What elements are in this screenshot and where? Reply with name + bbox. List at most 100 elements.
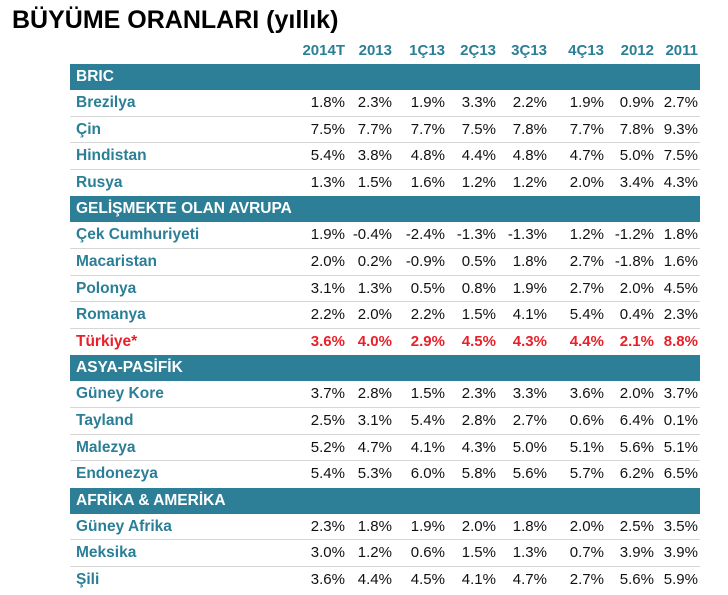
- growth-value: 2.0%: [569, 517, 604, 535]
- column-header: 1Ç13: [409, 42, 445, 59]
- growth-value: 1.5%: [461, 306, 496, 324]
- column-header: 2013: [358, 42, 392, 59]
- page-title: BÜYÜME ORANLARI (yıllık): [12, 6, 339, 34]
- growth-value: 3.4%: [619, 173, 654, 191]
- table-row: Romanya 2.2% 2.0% 2.2% 1.5% 4.1% 5.4% 0.4% 2.3%: [70, 302, 700, 329]
- table-row: Brezilya 1.8% 2.3% 1.9% 3.3% 2.2% 1.9% 0.9% 2.7%: [70, 90, 700, 117]
- growth-value: 5.6%: [619, 438, 654, 456]
- growth-value: 1.9%: [569, 94, 604, 111]
- growth-value: 2.0%: [357, 306, 392, 324]
- growth-value: 1.8%: [512, 517, 547, 535]
- growth-value: 0.5%: [461, 252, 496, 270]
- growth-value: 2.0%: [619, 385, 654, 403]
- growth-value: 3.9%: [619, 544, 654, 562]
- growth-value: 4.5%: [410, 570, 445, 588]
- growth-value: 1.9%: [310, 226, 345, 244]
- country-name: Brezilya: [76, 94, 136, 111]
- growth-value: 3.7%: [663, 385, 698, 403]
- growth-value: 5.4%: [569, 306, 604, 324]
- growth-value: 0.5%: [410, 279, 445, 297]
- growth-value: 5.1%: [663, 438, 698, 456]
- growth-value: 2.5%: [310, 411, 345, 429]
- growth-value: 3.9%: [663, 544, 698, 562]
- table-row: Tayland 2.5% 3.1% 5.4% 2.8% 2.7% 0.6% 6.4% 0.1%: [70, 408, 700, 435]
- country-name: Romanya: [76, 306, 146, 324]
- growth-value: 1.6%: [410, 173, 445, 191]
- growth-value: 1.3%: [357, 279, 392, 297]
- table-row: Hindistan 5.4% 3.8% 4.8% 4.4% 4.8% 4.7% 5.0% 7.5…: [70, 143, 700, 170]
- country-name: Çek Cumhuriyeti: [76, 226, 200, 244]
- country-name: Şili: [76, 570, 100, 588]
- growth-value: 2.0%: [619, 279, 654, 297]
- growth-value: 4.4%: [569, 332, 604, 350]
- country-name: Türkiye*: [76, 332, 138, 350]
- growth-value: 4.8%: [512, 147, 547, 165]
- growth-value: 4.1%: [410, 438, 445, 456]
- table-body: BRIC Brezilya 1.8% 2.3% 1.9% 3.3% 2.2% 1.9% 0.9%…: [70, 64, 700, 594]
- table-row: Malezya 5.2% 4.7% 4.1% 4.3% 5.0% 5.1% 5.6% 5.1%: [70, 435, 700, 462]
- growth-value: 1.9%: [410, 94, 445, 111]
- growth-value: 0.7%: [569, 544, 604, 562]
- growth-value: 5.0%: [619, 147, 654, 165]
- group-header: AFRİKA & AMERİKA: [70, 487, 700, 514]
- growth-value: 2.7%: [512, 411, 547, 429]
- growth-value: 4.3%: [663, 173, 698, 191]
- growth-value: 3.6%: [310, 570, 345, 588]
- growth-value: 5.0%: [512, 438, 547, 456]
- growth-value: 0.9%: [619, 94, 654, 111]
- table-row: Güney Afrika 2.3% 1.8% 1.9% 2.0% 1.8% 2.0% 2.5%…: [70, 514, 700, 541]
- growth-value: 1.8%: [357, 517, 392, 535]
- country-name: Tayland: [76, 411, 134, 429]
- growth-value: 5.1%: [569, 438, 604, 456]
- growth-value: 3.1%: [310, 279, 345, 297]
- growth-value: -2.4%: [405, 226, 445, 244]
- growth-value: 2.2%: [410, 306, 445, 324]
- growth-value: 1.8%: [663, 226, 698, 244]
- growth-value: 7.7%: [357, 120, 392, 138]
- growth-value: 6.0%: [410, 465, 445, 483]
- country-name: Hindistan: [76, 147, 147, 165]
- growth-value: 2.3%: [357, 94, 392, 111]
- table-row: Güney Kore 3.7% 2.8% 1.5% 2.3% 3.3% 3.6% 2.0% 3.…: [70, 381, 700, 408]
- growth-value: -0.9%: [405, 252, 445, 270]
- growth-value: 4.7%: [512, 570, 547, 588]
- growth-value: 3.1%: [357, 411, 392, 429]
- growth-value: -1.3%: [507, 226, 547, 244]
- growth-value: 0.1%: [663, 411, 698, 429]
- group-header: BRIC: [70, 64, 700, 90]
- growth-value: 2.0%: [569, 173, 604, 191]
- growth-value: 7.5%: [310, 120, 345, 138]
- growth-value: 5.4%: [310, 465, 345, 483]
- growth-value: 4.1%: [461, 570, 496, 588]
- growth-value: 0.8%: [461, 279, 496, 297]
- growth-value: 7.8%: [512, 120, 547, 138]
- country-name: Güney Afrika: [76, 517, 172, 535]
- country-name: Güney Kore: [76, 385, 164, 403]
- growth-value: 0.2%: [357, 252, 392, 270]
- growth-value: 9.3%: [663, 120, 698, 138]
- table-row: Endonezya 5.4% 5.3% 6.0% 5.8% 5.6% 5.7% 6.2% 6.5…: [70, 461, 700, 488]
- growth-value: -1.8%: [614, 252, 654, 270]
- growth-value: 2.8%: [461, 411, 496, 429]
- table-row: Polonya 3.1% 1.3% 0.5% 0.8% 1.9% 2.7% 2.0% 4.5%: [70, 276, 700, 303]
- column-header: 4Ç13: [568, 42, 604, 59]
- growth-value: 1.9%: [512, 279, 547, 297]
- country-name: Polonya: [76, 279, 137, 297]
- growth-value: 7.8%: [619, 120, 654, 138]
- growth-value: 1.3%: [310, 173, 345, 191]
- column-header: 3Ç13: [511, 42, 547, 59]
- growth-value: 6.5%: [663, 465, 698, 483]
- growth-value: -1.3%: [456, 226, 496, 244]
- growth-value: 1.2%: [357, 544, 392, 562]
- column-header: 2012: [620, 42, 654, 59]
- growth-value: 2.1%: [619, 332, 654, 350]
- table-row: Macaristan 2.0% 0.2% -0.9% 0.5% 1.8% 2.7% -1.8%…: [70, 249, 700, 276]
- growth-value: 1.2%: [569, 226, 604, 244]
- group-header: GELİŞMEKTE OLAN AVRUPA: [70, 196, 700, 223]
- growth-value: 0.6%: [569, 411, 604, 429]
- table-row: Çin 7.5% 7.7% 7.7% 7.5% 7.8% 7.7% 7.8% 9.3%: [70, 117, 700, 144]
- growth-value: 4.7%: [357, 438, 392, 456]
- table-row: Rusya 1.3% 1.5% 1.6% 1.2% 1.2% 2.0% 3.4% 4.3%: [70, 170, 700, 197]
- column-header-row: 2014T 2013 1Ç13 2Ç13 3Ç13 4Ç13 2012 2011: [70, 38, 700, 64]
- growth-value: 6.2%: [619, 465, 654, 483]
